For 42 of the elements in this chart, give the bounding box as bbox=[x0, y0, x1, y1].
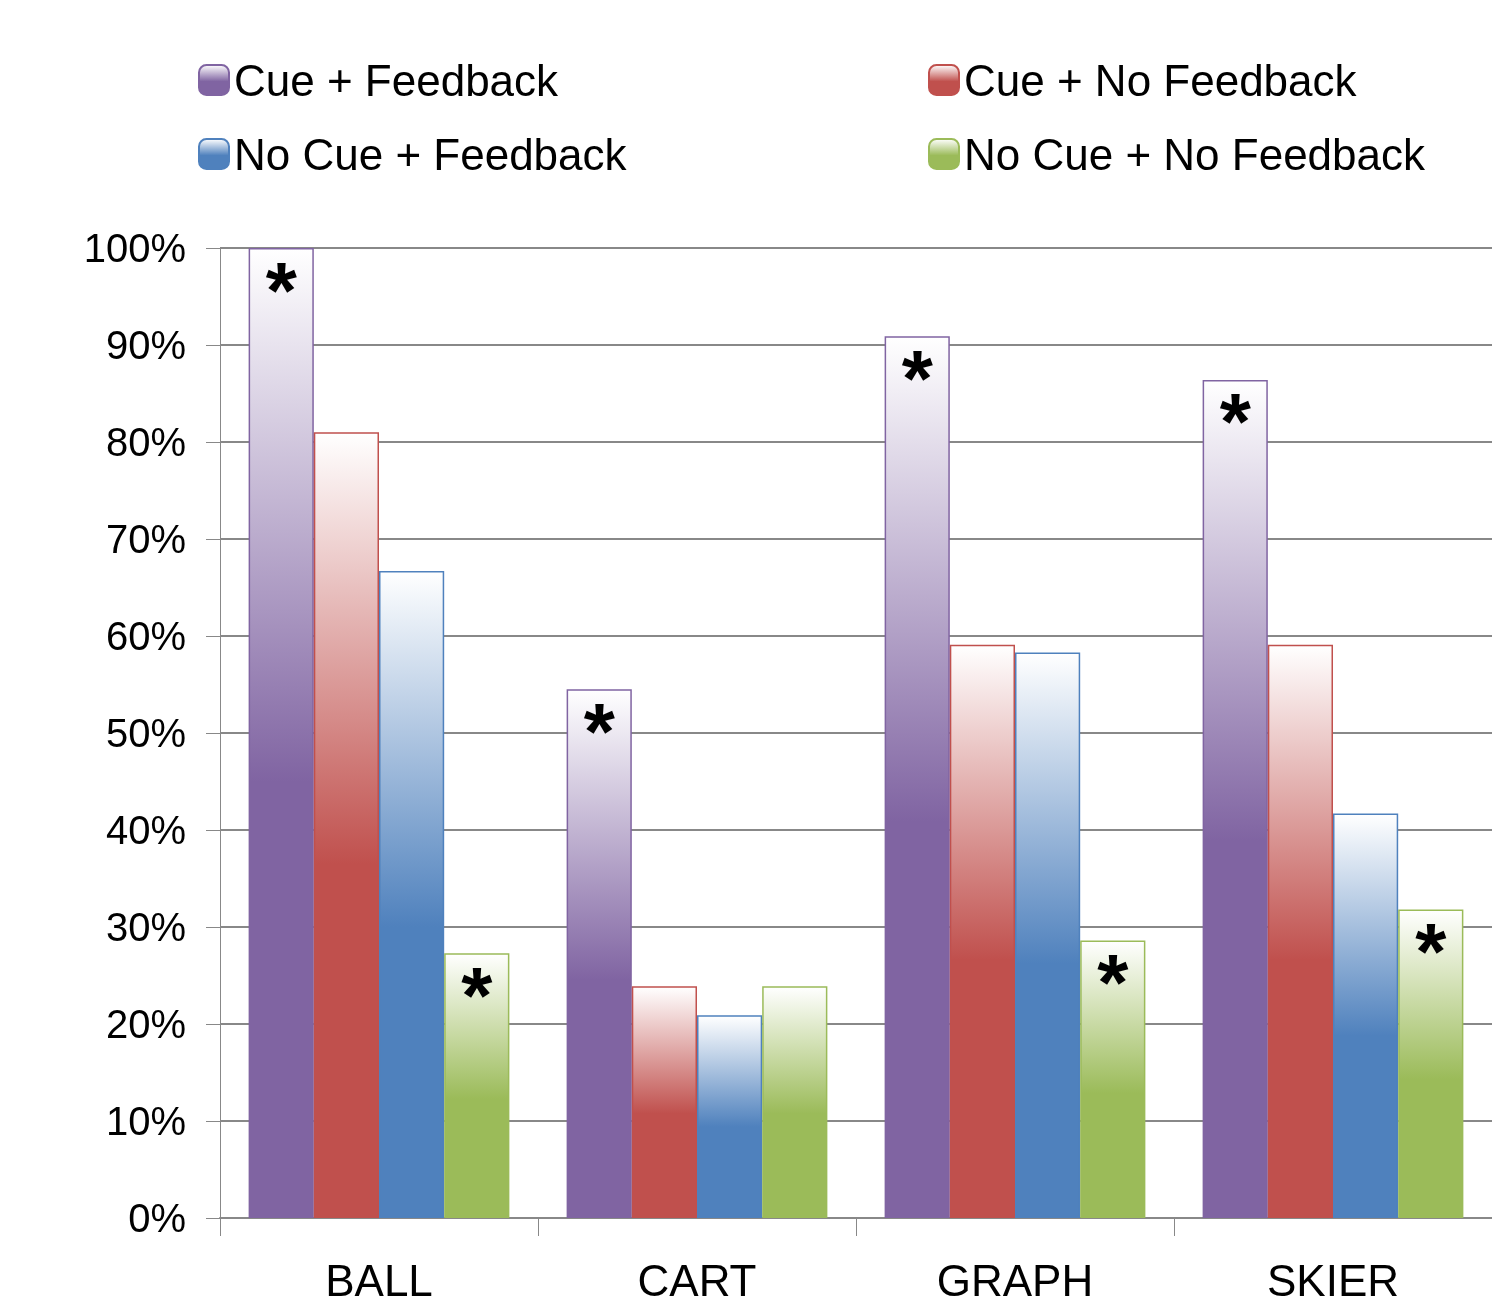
legend-label: Cue + Feedback bbox=[234, 55, 560, 105]
data-label: * bbox=[461, 950, 494, 1040]
bar bbox=[949, 644, 1015, 1218]
data-label: * bbox=[265, 245, 298, 335]
data-label: * bbox=[1097, 938, 1130, 1028]
legend-label: Cue + No Feedback bbox=[964, 55, 1358, 105]
bar bbox=[1333, 813, 1399, 1218]
bar bbox=[248, 248, 314, 1218]
x-tick-label: SKIER bbox=[1266, 1255, 1400, 1305]
y-tick-label: 90% bbox=[105, 323, 186, 367]
x-tick-label: BALL bbox=[325, 1255, 433, 1305]
y-tick-label: 100% bbox=[83, 226, 186, 270]
bar bbox=[1015, 652, 1081, 1218]
bar bbox=[379, 571, 445, 1218]
bar bbox=[566, 689, 632, 1218]
bar bbox=[697, 1015, 763, 1218]
bar bbox=[1080, 940, 1146, 1218]
y-tick-label: 70% bbox=[105, 517, 186, 561]
x-tick-label: GRAPH bbox=[936, 1255, 1094, 1305]
data-label: * bbox=[1219, 377, 1252, 467]
bar bbox=[1398, 909, 1464, 1218]
y-tick-label: 0% bbox=[128, 1196, 186, 1240]
legend-label: No Cue + No Feedback bbox=[964, 129, 1427, 179]
legend-label: No Cue + Feedback bbox=[234, 129, 628, 179]
bar bbox=[631, 986, 697, 1218]
bar bbox=[1267, 644, 1333, 1218]
y-tick-label: 20% bbox=[105, 1002, 186, 1046]
bar bbox=[1202, 379, 1268, 1218]
data-label: * bbox=[901, 333, 934, 423]
y-tick-label: 60% bbox=[105, 614, 186, 658]
y-tick-label: 80% bbox=[105, 420, 186, 464]
bar bbox=[444, 953, 510, 1218]
y-tick-label: 40% bbox=[105, 808, 186, 852]
y-tick-label: 10% bbox=[105, 1099, 186, 1143]
bar bbox=[313, 432, 379, 1218]
x-tick-label: CART bbox=[637, 1255, 757, 1305]
data-label: * bbox=[1415, 907, 1448, 997]
bar bbox=[884, 336, 950, 1218]
y-tick-label: 30% bbox=[105, 905, 186, 949]
bar bbox=[762, 986, 828, 1218]
y-tick-label: 50% bbox=[105, 711, 186, 755]
data-label: * bbox=[583, 686, 616, 776]
